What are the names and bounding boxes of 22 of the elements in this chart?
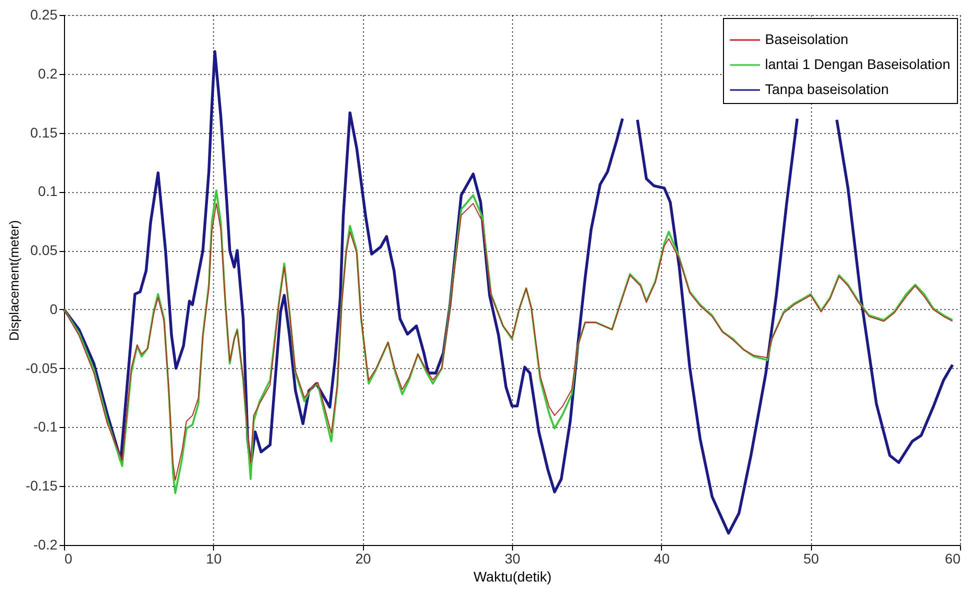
x-tick-label: 50 [803, 550, 820, 566]
y-tick-label: -0.1 [33, 418, 58, 435]
legend-label: Baseisolation [765, 31, 848, 47]
x-tick-label: 60 [944, 550, 961, 566]
x-tick-label: 30 [504, 550, 520, 566]
y-tick-label: 0.25 [30, 6, 58, 22]
y-tick-label: -0.05 [26, 360, 58, 376]
legend-label: Tanpa baseisolation [765, 81, 889, 97]
y-tick-label: 0.05 [30, 242, 58, 258]
y-tick-label: 0.1 [38, 183, 58, 200]
y-tick-label: -0.15 [26, 478, 58, 494]
x-axis-title: Waktu(detik) [473, 568, 552, 584]
x-tick-label: 10 [206, 550, 222, 566]
y-axis-title: Displacement(meter) [6, 220, 22, 341]
x-tick-label: 40 [654, 550, 670, 566]
legend-label: lantai 1 Dengan Baseisolation [765, 56, 950, 72]
y-tick-label: -0.2 [33, 536, 58, 552]
y-tick-label: 0.2 [38, 65, 58, 82]
y-tick-label: 0.15 [30, 124, 58, 140]
x-tick-label: 20 [355, 550, 372, 566]
y-tick-label: 0 [50, 300, 58, 317]
x-tick-label: 0 [64, 550, 72, 566]
